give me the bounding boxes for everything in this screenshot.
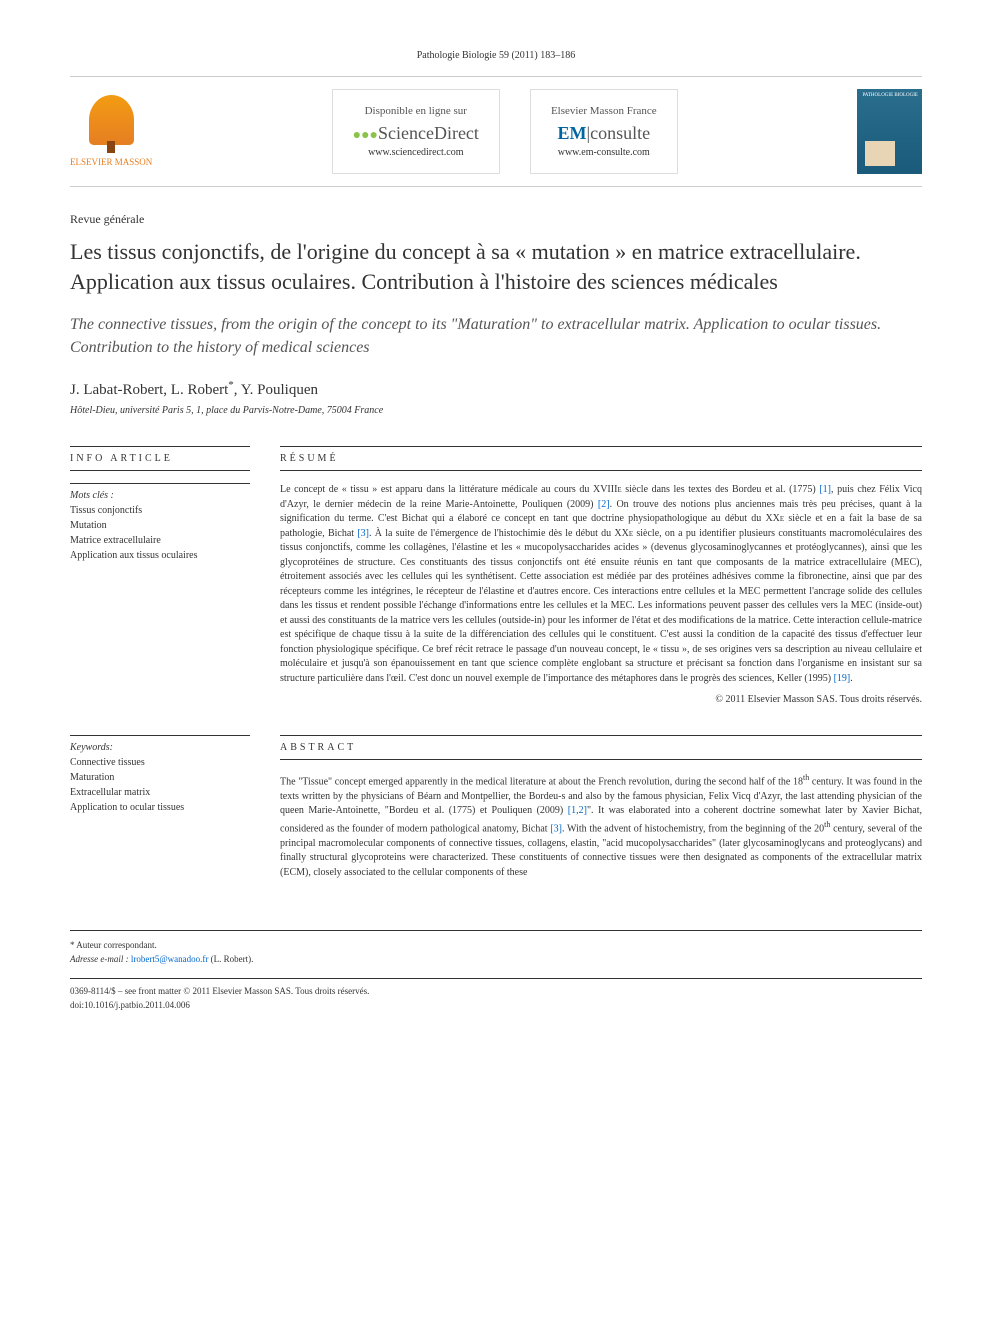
ref-link-3b[interactable]: [3]	[550, 823, 562, 834]
email-line: Adresse e-mail : lrobert5@wanadoo.fr (L.…	[70, 953, 922, 967]
sd-dots-icon: ●●●	[353, 128, 378, 143]
mots-cles-list: Tissus conjonctifs Mutation Matrice extr…	[70, 503, 250, 563]
journal-citation: Pathologie Biologie 59 (2011) 183–186	[70, 50, 922, 61]
elsevier-tree-icon	[89, 95, 134, 145]
service2-label: Elsevier Masson France	[551, 105, 657, 117]
ref-link-2[interactable]: [2]	[598, 499, 610, 510]
keywords-list: Connective tissues Maturation Extracellu…	[70, 755, 250, 815]
publisher-name: ELSEVIER MASSON	[70, 157, 152, 168]
resume-header: RÉSUMÉ	[280, 446, 922, 471]
footer: * Auteur correspondant. Adresse e-mail :…	[70, 930, 922, 1012]
sciencedirect-logo: ●●●ScienceDirect	[353, 123, 479, 144]
service1-url[interactable]: www.sciencedirect.com	[353, 147, 479, 158]
doi: doi:10.1016/j.patbio.2011.04.006	[70, 999, 922, 1013]
ref-link-1[interactable]: [1]	[819, 484, 831, 495]
service2-url[interactable]: www.em-consulte.com	[551, 147, 657, 158]
journal-cover-thumbnail: PATHOLOGIE BIOLOGIE	[857, 89, 922, 174]
abstract-header: ABSTRACT	[280, 735, 922, 760]
emconsulte-box: Elsevier Masson France EM|consulte www.e…	[530, 89, 678, 174]
article-subtitle-english: The connective tissues, from the origin …	[70, 314, 922, 359]
article-title: Les tissus conjonctifs, de l'origine du …	[70, 237, 922, 296]
ref-link-3[interactable]: [3]	[357, 528, 369, 539]
sciencedirect-box: Disponible en ligne sur ●●●ScienceDirect…	[332, 89, 500, 174]
header-banner: ELSEVIER MASSON Disponible en ligne sur …	[70, 76, 922, 187]
article-type: Revue générale	[70, 212, 922, 227]
resume-text: Le concept de « tissu » est apparu dans …	[280, 483, 922, 686]
issn-copyright: 0369-8114/$ – see front matter © 2011 El…	[70, 985, 922, 999]
abstract-text: The "Tissue" concept emerged apparently …	[280, 772, 922, 880]
cover-image-placeholder	[865, 141, 895, 166]
email-link[interactable]: lrobert5@wanadoo.fr	[131, 954, 209, 964]
keywords-label: Keywords:	[70, 735, 250, 753]
service1-label: Disponible en ligne sur	[353, 105, 479, 117]
emconsulte-logo: EM|consulte	[551, 123, 657, 144]
publisher-logo: ELSEVIER MASSON	[70, 95, 152, 168]
mots-cles-label: Mots clés :	[70, 483, 250, 501]
resume-copyright: © 2011 Elsevier Masson SAS. Tous droits …	[280, 694, 922, 705]
affiliation: Hôtel-Dieu, université Paris 5, 1, place…	[70, 405, 922, 416]
authors-list: J. Labat-Robert, L. Robert*, Y. Poulique…	[70, 379, 922, 399]
cover-title: PATHOLOGIE BIOLOGIE	[861, 93, 918, 98]
corresponding-author-note: * Auteur correspondant.	[70, 939, 922, 953]
ref-link-1-2[interactable]: [1,2]	[568, 805, 587, 816]
info-article-header: INFO ARTICLE	[70, 446, 250, 471]
ref-link-19[interactable]: [19]	[834, 673, 851, 684]
